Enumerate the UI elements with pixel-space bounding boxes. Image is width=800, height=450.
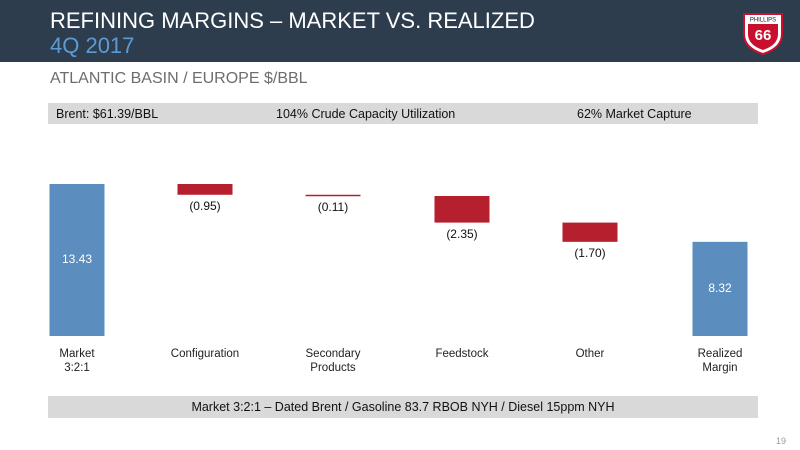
footnote-bar xyxy=(48,396,758,418)
value-label: 13.43 xyxy=(62,252,92,266)
value-label: (2.35) xyxy=(446,227,477,241)
header-bar xyxy=(0,0,800,62)
value-label: 8.32 xyxy=(708,281,732,295)
footnote: Market 3:2:1 – Dated Brent / Gasoline 83… xyxy=(191,400,615,414)
subtitle: 4Q 2017 xyxy=(50,33,135,58)
section-title: ATLANTIC BASIN / EUROPE $/BBL xyxy=(50,70,308,87)
x-tick-label: Feedstock xyxy=(435,348,489,360)
title: REFINING MARGINS – MARKET VS. REALIZED xyxy=(50,8,535,33)
x-tick-label: Realized Margin xyxy=(697,348,743,374)
bar xyxy=(177,184,233,195)
bar xyxy=(49,184,105,336)
logo-text: PHILLIPS xyxy=(750,18,776,24)
x-tick-label: Other xyxy=(575,348,605,360)
logo-number: 66 xyxy=(755,27,772,44)
bar xyxy=(434,195,490,223)
x-tick-label: Configuration xyxy=(170,348,240,360)
x-tick-label: Market 3:2:1 xyxy=(59,348,95,374)
value-label: (0.95) xyxy=(189,199,220,213)
info-text: 62% Market Capture xyxy=(577,107,692,121)
info-text: Brent: $61.39/BBL xyxy=(56,107,159,121)
info-bar xyxy=(48,103,758,124)
bar xyxy=(562,222,618,242)
bar xyxy=(692,241,748,336)
x-tick-label: Secondary Products xyxy=(305,348,361,374)
page-number: 19 xyxy=(775,436,786,446)
value-label: (1.70) xyxy=(574,246,605,260)
logo: PHILLIPS 66 xyxy=(743,13,783,56)
value-label: (0.11) xyxy=(318,200,348,214)
chart: 13.43 (0.95) (0.11) (2.35) (1.70) 8.32 xyxy=(49,184,748,336)
bar xyxy=(305,194,361,197)
info-text: 104% Crude Capacity Utilization xyxy=(276,107,456,121)
